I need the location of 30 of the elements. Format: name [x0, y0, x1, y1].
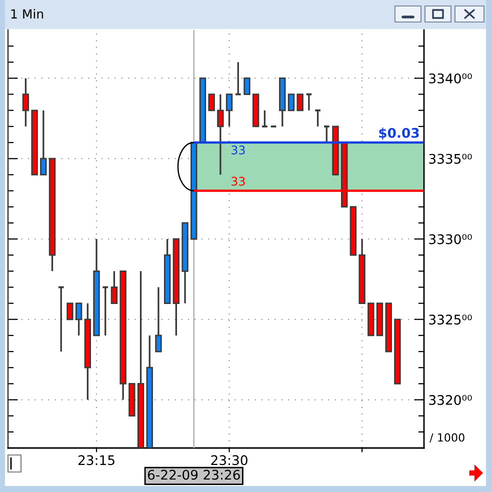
annotation: 33 — [232, 146, 245, 154]
candlestick — [323, 125, 330, 144]
y-tick-label: 3330⁰⁰ — [429, 234, 472, 244]
candlestick — [288, 94, 295, 112]
candlestick — [261, 110, 268, 128]
y-tick-label: 3335⁰⁰ — [429, 154, 472, 164]
candlestick — [296, 94, 304, 112]
candlestick — [208, 94, 215, 112]
candlestick — [234, 61, 242, 96]
candlestick — [305, 93, 313, 112]
candlestick — [40, 110, 47, 176]
x-tick-label: 23:15 — [78, 455, 114, 466]
y-tick-label: 3325⁰⁰ — [429, 314, 472, 325]
band-label: $0.03 — [379, 128, 419, 140]
y-tick-label: 3340⁰⁰ — [429, 73, 472, 84]
candlestick — [226, 93, 233, 128]
candlestick — [244, 78, 250, 96]
candlestick — [314, 109, 322, 128]
y-tick-label: 3320⁰⁰ — [429, 394, 472, 405]
candlestick — [155, 286, 162, 352]
chart-title: 1 Min — [11, 8, 44, 18]
text: / 1000 — [430, 433, 464, 443]
candlestick — [66, 302, 74, 320]
annotation: 33 — [232, 176, 245, 186]
ref-line-label: 6-22-09 23:26 — [148, 470, 240, 480]
x-tick-label: 23:30 — [211, 455, 248, 466]
candlestick — [22, 77, 30, 128]
candlestick — [217, 93, 224, 176]
candlestick — [110, 270, 118, 304]
candlestick — [75, 302, 82, 336]
